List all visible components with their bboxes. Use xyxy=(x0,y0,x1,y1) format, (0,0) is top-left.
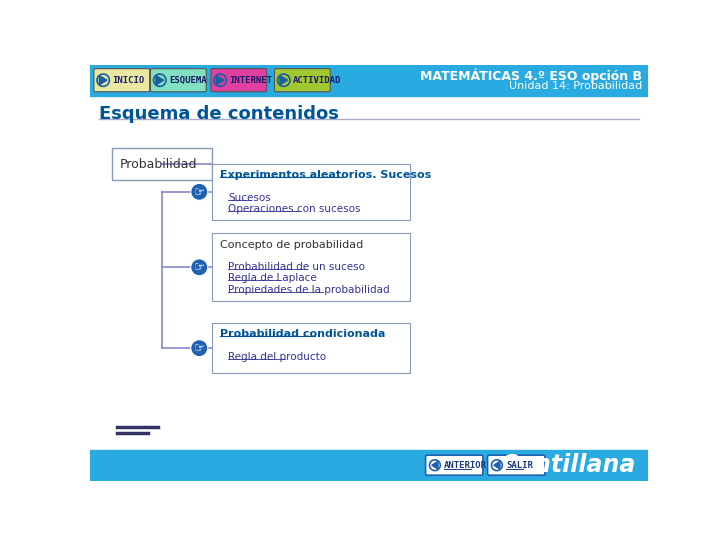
Bar xyxy=(90,65,648,96)
FancyBboxPatch shape xyxy=(212,323,410,373)
Text: ☞: ☞ xyxy=(194,342,205,355)
Text: ANTERIOR: ANTERIOR xyxy=(444,461,487,470)
FancyBboxPatch shape xyxy=(94,69,150,92)
FancyBboxPatch shape xyxy=(274,69,330,92)
Text: ACTIVIDAD: ACTIVIDAD xyxy=(293,76,341,85)
Circle shape xyxy=(191,340,208,356)
Text: Probabilidad: Probabilidad xyxy=(120,158,197,171)
FancyBboxPatch shape xyxy=(487,455,545,475)
Text: Propiedades de la probabilidad: Propiedades de la probabilidad xyxy=(228,285,390,295)
Text: Probabilidad condicionada: Probabilidad condicionada xyxy=(220,329,386,339)
FancyBboxPatch shape xyxy=(112,148,212,180)
Text: Operaciones con sucesos: Operaciones con sucesos xyxy=(228,204,361,214)
Text: Unidad 14: Probabilidad: Unidad 14: Probabilidad xyxy=(508,80,642,91)
FancyBboxPatch shape xyxy=(426,455,483,475)
Text: Sucesos: Sucesos xyxy=(228,193,271,202)
Circle shape xyxy=(191,259,208,276)
Polygon shape xyxy=(156,76,163,85)
Text: Regla del producto: Regla del producto xyxy=(228,352,326,362)
Text: ☞: ☞ xyxy=(194,186,205,199)
Text: Experimentos aleatorios. Sucesos: Experimentos aleatorios. Sucesos xyxy=(220,170,431,180)
FancyBboxPatch shape xyxy=(212,164,410,220)
Circle shape xyxy=(191,184,208,200)
Text: Regla de Laplace: Regla de Laplace xyxy=(228,273,317,284)
Polygon shape xyxy=(280,76,287,85)
Text: INICIO: INICIO xyxy=(112,76,145,85)
Text: SALIR: SALIR xyxy=(506,461,533,470)
Text: Esquema de contenidos: Esquema de contenidos xyxy=(99,105,339,123)
Polygon shape xyxy=(99,76,107,85)
Text: ESQUEMA: ESQUEMA xyxy=(169,76,207,85)
Polygon shape xyxy=(432,461,438,469)
Text: MATEMÁTICAS 4.º ESO opción B: MATEMÁTICAS 4.º ESO opción B xyxy=(420,69,642,83)
Polygon shape xyxy=(216,76,224,85)
Text: Santillana: Santillana xyxy=(502,453,636,477)
Text: Probabilidad de un suceso: Probabilidad de un suceso xyxy=(228,262,365,272)
FancyBboxPatch shape xyxy=(211,69,266,92)
Polygon shape xyxy=(494,461,500,469)
FancyBboxPatch shape xyxy=(212,233,410,301)
Text: ☞: ☞ xyxy=(194,261,205,274)
Text: INTERNET: INTERNET xyxy=(230,76,272,85)
Bar xyxy=(90,450,648,481)
Text: Concepto de probabilidad: Concepto de probabilidad xyxy=(220,240,364,249)
FancyBboxPatch shape xyxy=(150,69,206,92)
